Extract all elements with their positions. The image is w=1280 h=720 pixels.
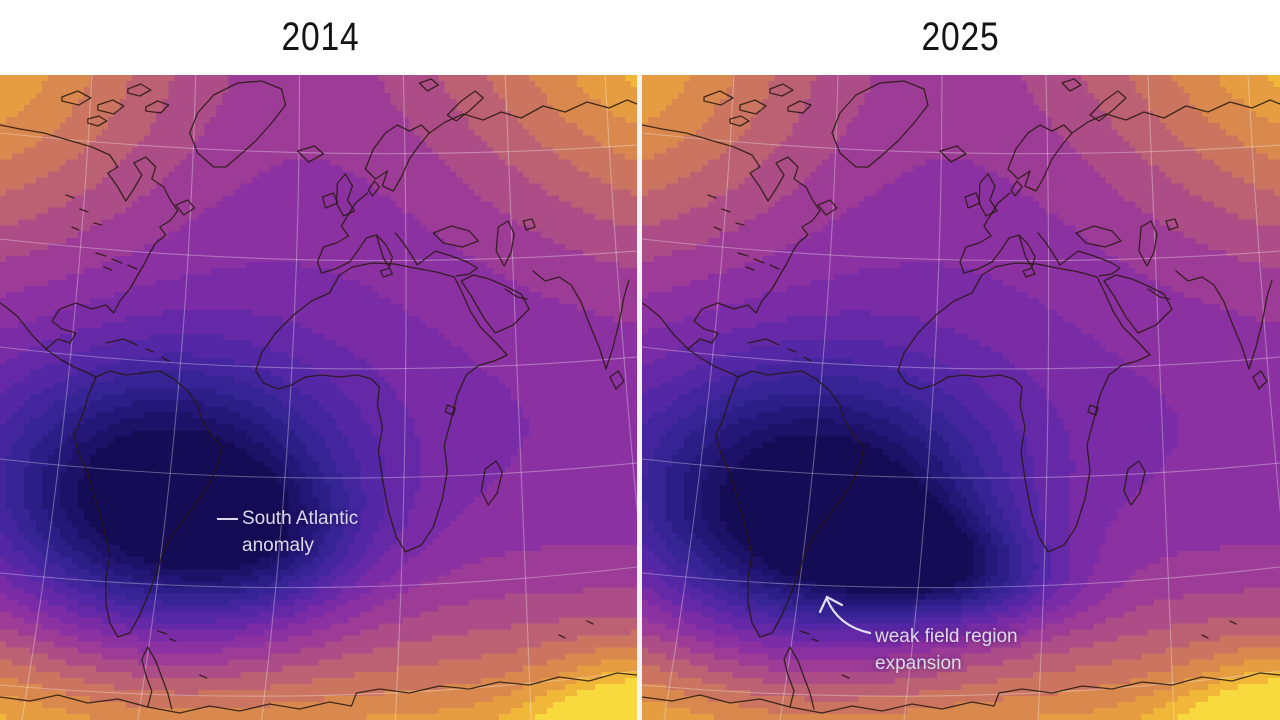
expansion-label-line1: weak field region — [875, 626, 1018, 647]
header: 2014 2025 — [0, 0, 1280, 75]
map-2014: South Atlantic anomaly — [0, 75, 637, 720]
graticule-2014 — [0, 75, 637, 720]
saa-pointer-dash — [217, 518, 238, 520]
geo-overlay-2014 — [0, 75, 637, 720]
map-title-2014: 2014 — [280, 15, 360, 59]
field-intensity-canvas-2014 — [0, 75, 637, 720]
expansion-arrow-icon — [818, 595, 872, 635]
saa-label-line2: anomaly — [242, 535, 314, 556]
coastlines-2014 — [0, 78, 637, 714]
field-intensity-canvas-2025 — [642, 75, 1280, 720]
geo-overlay-2025 — [642, 75, 1280, 720]
saa-annotation: South Atlantic anomaly — [242, 505, 358, 559]
header-cell-right: 2025 — [640, 0, 1280, 75]
expansion-annotation: weak field region expansion — [875, 623, 1018, 677]
map-title-2025: 2025 — [920, 15, 1000, 59]
saa-label-line1: South Atlantic — [242, 508, 359, 529]
map-divider — [637, 75, 642, 720]
coastlines-2025 — [642, 78, 1280, 714]
header-cell-left: 2014 — [0, 0, 640, 75]
map-2025: weak field region expansion — [642, 75, 1280, 720]
maps-row: South Atlantic anomaly weak field region… — [0, 75, 1280, 720]
expansion-label-line2: expansion — [875, 653, 962, 674]
